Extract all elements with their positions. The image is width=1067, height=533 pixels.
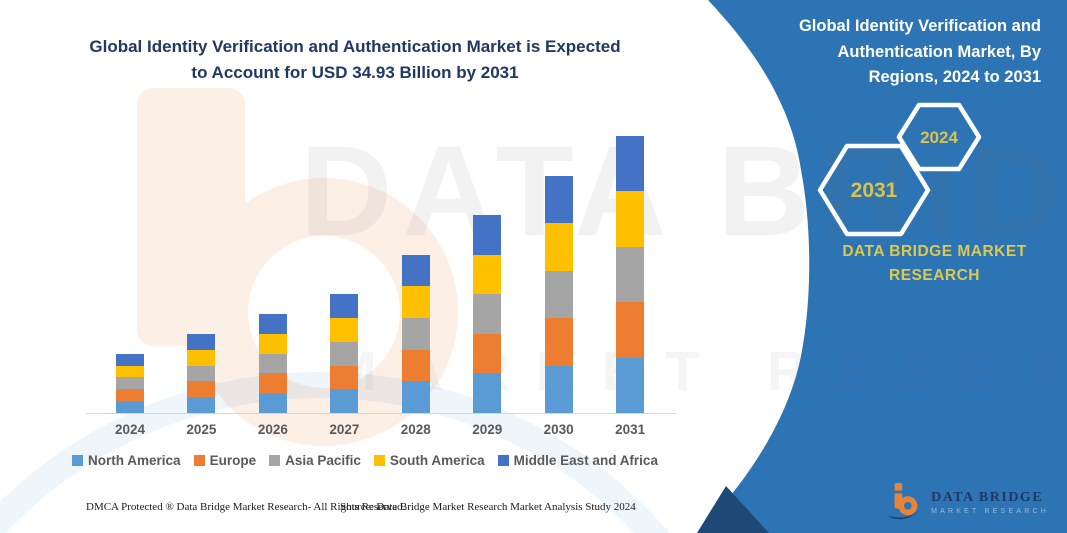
segment-europe	[544, 318, 573, 366]
segment-asia-pacific	[116, 377, 144, 390]
legend-marker	[72, 455, 84, 466]
x-axis-label-2029: 2029	[472, 422, 503, 437]
segment-north-america	[473, 373, 502, 413]
chart-title: Global Identity Verification and Authent…	[60, 34, 650, 85]
x-axis-label-2025: 2025	[186, 422, 217, 437]
segment-north-america	[116, 401, 144, 413]
segment-middle-east-and-africa	[116, 353, 144, 366]
bar-2026	[258, 314, 287, 413]
segment-asia-pacific	[401, 318, 430, 350]
segment-europe	[330, 365, 359, 390]
chart-title-line1: Global Identity Verification and Authent…	[89, 37, 621, 56]
brand-text: DATA BRIDGE MARKET RESEARCH	[842, 243, 1027, 285]
x-axis-label-2030: 2030	[543, 422, 574, 437]
segment-asia-pacific	[258, 353, 287, 374]
side-panel-title-line1: Global Identity Verification and	[798, 17, 1041, 35]
footer-source: Source: Data Bridge Market Research Mark…	[340, 501, 636, 513]
footer-dmca: DMCA Protected ® Data Bridge Market Rese…	[86, 501, 406, 513]
segment-asia-pacific	[473, 294, 502, 334]
legend-marker	[497, 455, 509, 466]
x-axis-label-2031: 2031	[615, 422, 646, 437]
segment-south-america	[330, 318, 359, 342]
segment-south-america	[473, 254, 502, 295]
segment-south-america	[401, 286, 430, 319]
segment-asia-pacific	[616, 246, 645, 303]
legend-item-asia-pacific: Asia Pacific	[269, 453, 361, 468]
segment-asia-pacific	[187, 365, 216, 382]
side-panel-title-line3: Regions, 2024 to 2031	[868, 68, 1041, 87]
chart-title-line2: to Account for USD 34.93 Billion by 2031	[191, 62, 519, 82]
segment-europe	[401, 349, 430, 382]
legend-label: South America	[389, 453, 485, 468]
legend-label: Middle East and Africa	[513, 453, 658, 468]
segment-middle-east-and-africa	[330, 294, 359, 319]
logo-name: DATA BRIDGE	[931, 489, 1044, 505]
watermark-text-marketresearch: MARKET RESEARCH	[330, 339, 1067, 402]
legend-item-north-america: North America	[72, 453, 181, 468]
side-panel-title-line2: Authentication Market, By	[837, 42, 1041, 61]
segment-europe	[616, 302, 645, 358]
legend-item-south-america: South America	[373, 453, 485, 468]
segment-middle-east-and-africa	[187, 333, 216, 350]
segment-north-america	[258, 393, 287, 413]
databridge-logo-icon	[888, 483, 923, 520]
x-axis-label-2026: 2026	[257, 422, 288, 437]
bar-2025	[187, 333, 216, 413]
bar-2024	[116, 353, 144, 413]
bar-2029	[473, 215, 502, 413]
segment-middle-east-and-africa	[258, 314, 287, 334]
legend-marker	[193, 455, 205, 466]
segment-south-america	[187, 349, 216, 366]
bar-2031	[616, 136, 645, 413]
legend-label: Europe	[209, 453, 257, 468]
segment-asia-pacific	[544, 270, 573, 319]
segment-europe	[473, 333, 502, 374]
x-axis-label-2024: 2024	[114, 422, 146, 437]
bar-2028	[401, 254, 430, 413]
segment-south-america	[116, 365, 144, 378]
legend-marker	[373, 455, 385, 466]
segment-middle-east-and-africa	[401, 254, 430, 287]
segment-middle-east-and-africa	[616, 136, 645, 192]
segment-south-america	[258, 333, 287, 354]
segment-south-america	[616, 191, 645, 247]
legend-marker	[269, 455, 281, 466]
segment-north-america	[616, 357, 645, 413]
segment-middle-east-and-africa	[473, 215, 502, 255]
databridge-logo: DATA BRIDGE MARKET RESEARCH	[886, 481, 1049, 523]
x-axis-line	[86, 413, 676, 414]
segment-europe	[258, 373, 287, 394]
bar-2030	[544, 175, 573, 413]
segment-north-america	[544, 365, 573, 413]
side-panel-title: Global Identity Verification and Authent…	[731, 14, 1041, 91]
segment-north-america	[401, 381, 430, 413]
x-axis-label-2027: 2027	[329, 422, 360, 437]
segment-south-america	[544, 223, 573, 271]
bar-2027	[330, 294, 359, 413]
segment-asia-pacific	[330, 341, 359, 366]
logo-subtext: MARKET RESEARCH	[931, 507, 1049, 515]
legend-label: Asia Pacific	[285, 453, 361, 468]
segment-north-america	[330, 389, 359, 413]
legend-item-middle-east-and-africa: Middle East and Africa	[497, 453, 658, 468]
legend-item-europe: Europe	[193, 453, 257, 468]
x-axis-label-2028: 2028	[400, 422, 431, 437]
segment-europe	[187, 381, 216, 398]
legend-label: North America	[88, 453, 181, 468]
segment-europe	[116, 389, 144, 402]
segment-middle-east-and-africa	[544, 175, 573, 224]
panel-fold-triangle	[697, 486, 769, 533]
logo-text: DATA BRIDGE MARKET RESEARCH	[931, 490, 1049, 515]
segment-north-america	[187, 397, 216, 413]
chart-legend: North America Europe Asia Pacific South Ame…	[55, 453, 675, 468]
